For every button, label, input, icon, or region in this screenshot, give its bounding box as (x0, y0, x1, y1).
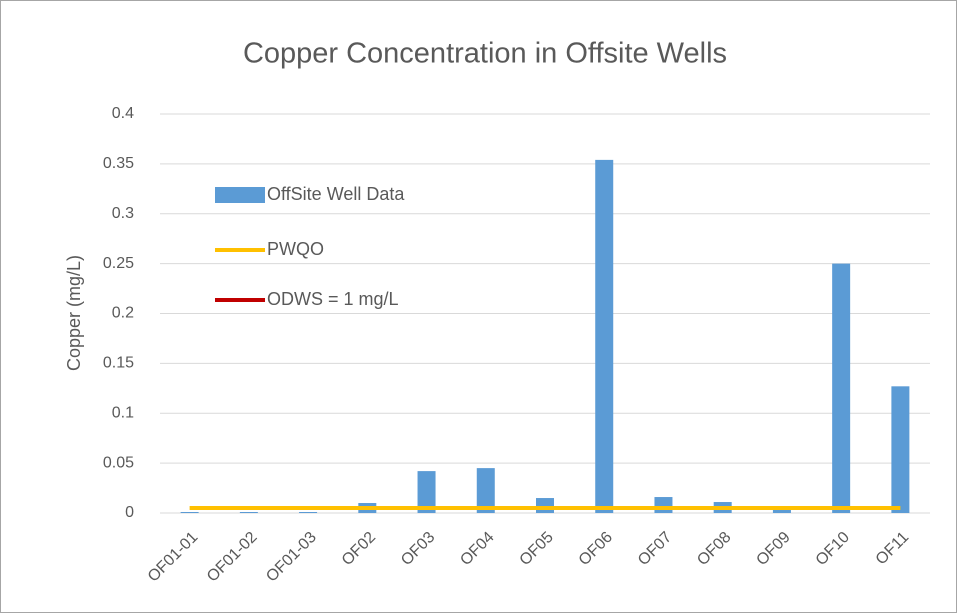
legend-label: OffSite Well Data (267, 184, 405, 204)
y-tick-label: 0 (125, 504, 134, 521)
legend-label: PWQO (267, 239, 324, 259)
y-tick-label: 0.05 (103, 454, 134, 471)
legend-swatch (215, 187, 265, 203)
bar (417, 471, 436, 513)
y-tick-label: 0.2 (112, 305, 134, 322)
legend-label: ODWS = 1 mg/L (267, 289, 399, 309)
y-axis-title: Copper (mg/L) (64, 255, 84, 371)
y-tick-label: 0.3 (112, 205, 134, 222)
y-tick-label: 0.35 (103, 155, 134, 172)
bar (180, 512, 199, 513)
bar (595, 159, 614, 513)
y-tick-label: 0.4 (112, 105, 134, 122)
chart-title: Copper Concentration in Offsite Wells (243, 38, 727, 70)
y-tick-label: 0.1 (112, 404, 134, 421)
bar (536, 498, 554, 513)
bar (239, 512, 258, 513)
y-tick-label: 0.15 (103, 355, 134, 372)
y-tick-label: 0.25 (103, 255, 134, 272)
bar (654, 497, 673, 513)
bar (891, 386, 910, 513)
bar (299, 512, 318, 513)
bar (772, 510, 791, 513)
bar (476, 468, 495, 513)
bar (832, 263, 851, 513)
